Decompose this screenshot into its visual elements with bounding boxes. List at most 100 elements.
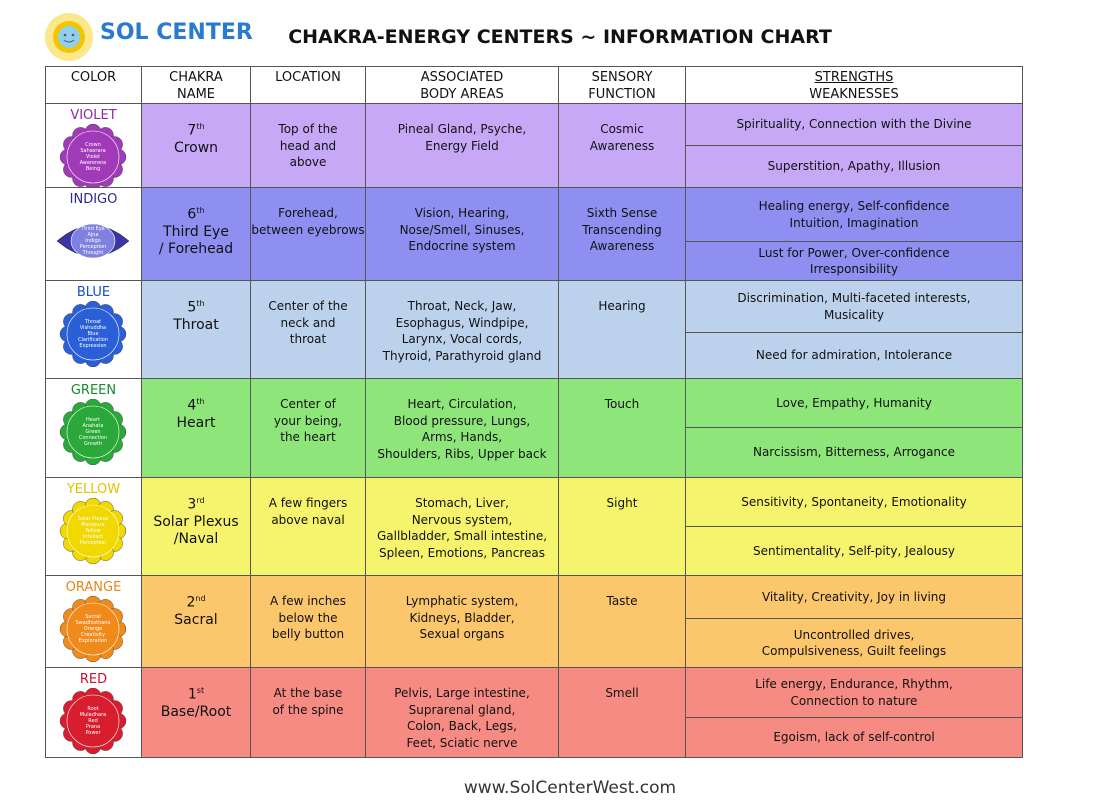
mandala: Solar PlexusManipuraYellowIntellectPerce… <box>59 498 127 564</box>
chakra-ordinal-suffix: rd <box>196 496 205 505</box>
color-name: YELLOW <box>66 482 121 497</box>
color-cell: RED Root Muladhara Red Prana Power <box>45 667 142 758</box>
logo-sun <box>45 13 93 61</box>
mandala-label: Throat <box>84 319 101 325</box>
mandala-label: Growth <box>84 441 102 447</box>
mandala-label: Expression <box>79 343 106 349</box>
title: CHAKRA-ENERGY CENTERS ~ INFORMATION CHAR… <box>288 26 832 48</box>
column-header: SENSORY FUNCTION <box>558 66 686 104</box>
chakra-name: Third Eye / Forehead <box>158 223 234 257</box>
mandala-shape <box>70 223 116 259</box>
color-cell: VIOLET Crown Sahasrara Violet Awareness Being <box>45 103 142 190</box>
color-cell: INDIGO Third Eye Ajna Indigo Perception Thoug… <box>45 187 142 281</box>
body-areas: Lymphatic system, Kidneys, Bladder, Sexu… <box>365 575 559 668</box>
color-name: BLUE <box>76 285 111 300</box>
chakra-ordinal-suffix: th <box>196 397 205 406</box>
sensory-function: Taste <box>558 575 686 668</box>
weaknesses: Superstition, Apathy, Illusion <box>685 145 1023 188</box>
mandala-label: Ajna <box>87 232 98 238</box>
strengths-header: STRENGTHS <box>814 70 894 85</box>
mandala-shape <box>66 602 120 656</box>
mandala-label: Perception <box>80 540 106 546</box>
strengths: Spirituality, Connection with the Divine <box>685 103 1023 146</box>
mandala-shape <box>66 405 120 459</box>
mandala-label: Violet <box>86 154 100 160</box>
chakra-ordinal-suffix: th <box>196 206 205 215</box>
mandala-label: Manipura <box>81 522 104 528</box>
strengths: Love, Empathy, Humanity <box>685 378 1023 428</box>
mandala-label: Swadhisthana <box>75 620 110 626</box>
color-name: RED <box>79 672 108 687</box>
body-areas: Pineal Gland, Psyche, Energy Field <box>365 103 559 188</box>
chakra-ordinal: 2 <box>186 594 196 611</box>
strengths: Discrimination, Multi-faceted interests,… <box>685 280 1023 333</box>
mandala-label: Sahasrara <box>80 148 105 154</box>
weaknesses: Need for admiration, Intolerance <box>685 332 1023 379</box>
mandala-label: Being <box>86 166 100 172</box>
body-areas: Throat, Neck, Jaw, Esophagus, Windpipe, … <box>365 280 559 379</box>
mandala-label: Perception <box>80 244 106 250</box>
mandala-label: Vishuddha <box>80 325 106 331</box>
body-areas: Heart, Circulation, Blood pressure, Lung… <box>365 378 559 478</box>
mandala: SacralSwadhisthanaOrangeCreativityExplor… <box>59 596 127 662</box>
chakra-ordinal: 7 <box>187 122 197 139</box>
color-name: ORANGE <box>65 580 122 595</box>
location: Center of the neck and throat <box>250 280 366 379</box>
body-areas: Vision, Hearing, Nose/Smell, Sinuses, En… <box>365 187 559 281</box>
location: A few fingers above naval <box>250 477 366 576</box>
chakra-name: Throat <box>173 316 219 333</box>
weaknesses: Narcissism, Bitterness, Arrogance <box>685 427 1023 478</box>
mandala-label: Power <box>85 730 101 736</box>
strengths: Life energy, Endurance, Rhythm, Connecti… <box>685 667 1023 718</box>
chakra-ordinal: 6 <box>187 206 197 223</box>
mandala-label: Blue <box>87 331 98 337</box>
mandala-label: Orange <box>84 626 102 632</box>
color-cell: BLUE Throat Vishuddha Blue Clarification Expr… <box>45 280 142 379</box>
chakra-ordinal: 5 <box>187 299 197 316</box>
chakra-name-cell: 4th Heart <box>141 378 251 478</box>
mandala-label: Heart <box>86 417 100 423</box>
mandala-label: Root <box>87 706 98 712</box>
mandala-label: Prana <box>86 724 100 730</box>
mandala-shape <box>66 694 120 748</box>
sensory-function: Touch <box>558 378 686 478</box>
column-header: LOCATION <box>250 66 366 104</box>
mandala-label: Crown <box>85 142 101 148</box>
weaknesses-header: WEAKNESSES <box>809 87 899 102</box>
chakra-name: Heart <box>176 414 216 431</box>
location: Forehead, between eyebrows <box>250 187 366 281</box>
mandala-label: Yellow <box>84 528 100 534</box>
mandala-label: Third Eye <box>80 226 105 232</box>
color-name: INDIGO <box>69 192 118 207</box>
location: Center of your being, the heart <box>250 378 366 478</box>
weaknesses: Uncontrolled drives, Compulsiveness, Gui… <box>685 618 1023 668</box>
mandala-label: Red <box>88 718 98 724</box>
strengths: Vitality, Creativity, Joy in living <box>685 575 1023 619</box>
chakra-ordinal-suffix: st <box>196 686 205 695</box>
weaknesses: Egoism, lack of self-control <box>685 717 1023 758</box>
mandala-label: Exploration <box>79 638 107 644</box>
chakra-name: Solar Plexus /Naval <box>153 513 239 547</box>
mandala-shape <box>66 504 120 558</box>
chakra-name-cell: 5th Throat <box>141 280 251 379</box>
chakra-name: Base/Root <box>160 703 232 720</box>
sensory-function: Sixth Sense Transcending Awareness <box>558 187 686 281</box>
mandala: ThroatVishuddhaBlueClarificationExpressi… <box>59 301 127 367</box>
color-cell: YELLOW Solar Plexus Manipura Yellow Intellec… <box>45 477 142 576</box>
chakra-ordinal-suffix: th <box>196 122 205 131</box>
chakra-ordinal: 4 <box>187 397 197 414</box>
color-name: VIOLET <box>70 108 117 123</box>
color-name: GREEN <box>70 383 117 398</box>
column-header: ASSOCIATED BODY AREAS <box>365 66 559 104</box>
mandala-label: Awareness <box>80 160 107 166</box>
color-cell: ORANGE Sacral Swadhisthana Orange Creativity… <box>45 575 142 668</box>
chakra-ordinal: 3 <box>187 496 197 513</box>
mandala-label: Sacral <box>85 614 101 620</box>
location: At the base of the spine <box>250 667 366 758</box>
brand: SOL CENTER <box>100 20 253 45</box>
mandala-shape <box>66 307 120 361</box>
location: A few inches below the belly button <box>250 575 366 668</box>
footer: www.SolCenterWest.com <box>463 778 677 798</box>
mandala-label: Clarification <box>78 337 108 343</box>
